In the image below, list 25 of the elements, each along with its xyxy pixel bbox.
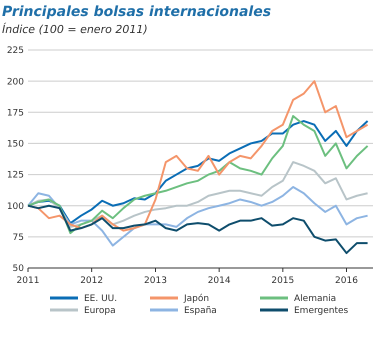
chart-title: Principales bolsas internacionales (2, 4, 272, 20)
legend-label: España (184, 306, 217, 316)
x-tick-label: 2014 (208, 276, 231, 286)
legend-label: Europa (84, 306, 116, 316)
y-tick-label: 50 (12, 264, 24, 274)
y-tick-label: 175 (6, 108, 24, 118)
x-tick-label: 2016 (335, 276, 358, 286)
line-series (27, 204, 369, 254)
x-tick-label: 2013 (144, 276, 167, 286)
y-tick-label: 125 (6, 170, 24, 181)
y-tick-label: 75 (12, 233, 24, 244)
y-tick-label: 200 (6, 77, 24, 88)
line-series (27, 161, 369, 228)
x-tick-label: 2015 (271, 276, 294, 286)
legend-label: Alemania (294, 294, 336, 304)
y-tick-label: 225 (6, 46, 24, 56)
chart-subtitle: Índice (100 = enero 2011) (2, 22, 148, 36)
legend-label: Emergentes (294, 306, 349, 316)
line-series (27, 186, 369, 247)
x-tick-label: 2011 (16, 276, 40, 286)
legend-label: Japón (183, 293, 210, 304)
y-tick-label: 150 (6, 140, 24, 150)
legend-label: EE. UU. (84, 294, 118, 304)
x-tick-label: 2012 (80, 276, 104, 286)
y-tick-label: 100 (6, 202, 24, 212)
